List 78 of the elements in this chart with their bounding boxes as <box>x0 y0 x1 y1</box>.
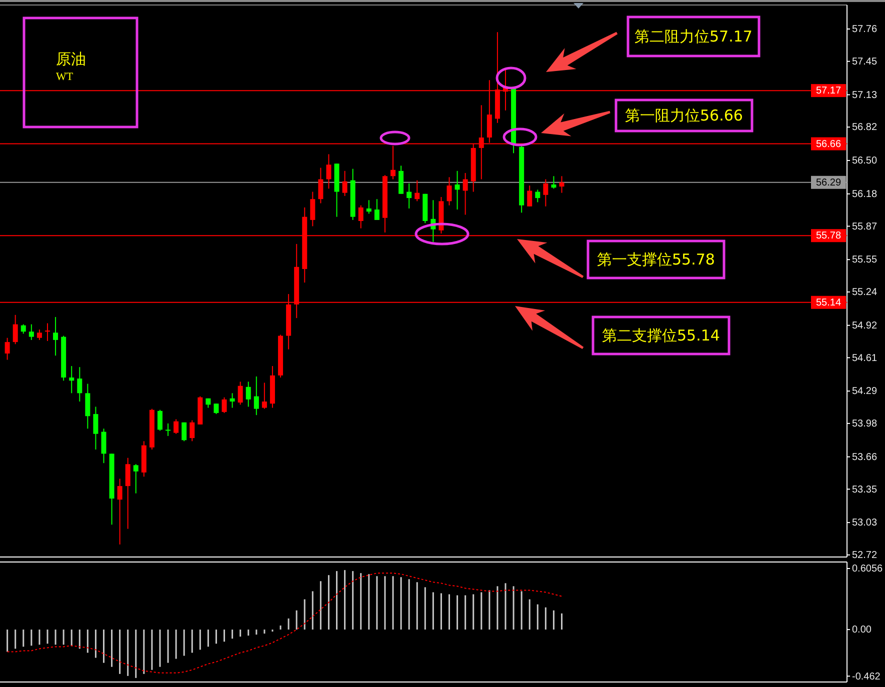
candlestick <box>238 381 243 406</box>
candlestick <box>101 428 106 464</box>
ref-line-label: 56.66 <box>816 138 842 150</box>
y-tick-label: 53.66 <box>852 452 878 463</box>
ref-line-label: 57.17 <box>816 86 842 97</box>
candlestick <box>117 478 122 545</box>
y-tick-label: 56.82 <box>852 122 878 134</box>
candlestick <box>166 422 171 436</box>
candlestick <box>527 185 532 207</box>
candlestick <box>559 176 564 194</box>
candlestick <box>262 382 267 410</box>
candlestick <box>214 403 219 415</box>
ref-line-label: 56.29 <box>816 178 842 189</box>
y-tick-label: 53.35 <box>852 484 878 496</box>
candlestick <box>230 392 235 408</box>
candlestick <box>53 316 58 356</box>
y-tick-label: 57.13 <box>852 90 878 101</box>
candlestick <box>69 366 74 394</box>
candlestick <box>535 189 540 203</box>
y-tick-label: 57.76 <box>852 24 878 36</box>
y-tick-label: 52.72 <box>852 550 878 562</box>
y-tick-label: 0.6056 <box>852 564 884 575</box>
candlestick <box>318 167 324 204</box>
candlestick <box>246 381 251 408</box>
text: WT <box>56 71 74 83</box>
y-tick-label: 53.03 <box>852 518 878 529</box>
annotation: 第二支撑位55.14 <box>602 326 720 345</box>
y-tick-label: 56.50 <box>852 156 878 167</box>
candlestick <box>190 420 195 442</box>
candlestick <box>4 337 10 360</box>
candlestick <box>20 324 26 334</box>
y-tick-label: 0.00 <box>852 624 872 636</box>
ref-line-label: 55.78 <box>816 230 842 242</box>
candlestick <box>133 464 138 494</box>
candlestick <box>12 314 18 345</box>
candlestick <box>157 409 162 432</box>
ref-line-label: 55.14 <box>816 298 842 309</box>
candlestick <box>390 145 396 180</box>
line-series <box>6 572 562 674</box>
candlestick <box>543 178 548 207</box>
candlestick <box>406 182 412 209</box>
y-tick-label: 53.98 <box>852 418 878 430</box>
candlestick <box>366 200 372 214</box>
candlestick <box>254 376 259 416</box>
candlestick <box>28 324 34 340</box>
candlestick <box>36 329 42 340</box>
candlestick <box>551 176 556 190</box>
y-tick-label: 55.87 <box>852 221 878 232</box>
y-tick-label: 55.55 <box>852 254 878 266</box>
candlestick <box>342 170 348 196</box>
candlestick <box>454 170 460 210</box>
candlestick <box>93 406 98 450</box>
candlestick <box>85 383 90 430</box>
candlestick <box>44 322 50 342</box>
candlestick <box>310 191 316 227</box>
candlestick <box>326 154 332 190</box>
candlestick <box>414 180 420 202</box>
candlestick <box>462 172 468 216</box>
y-tick-label: 54.61 <box>852 352 878 364</box>
candlestick <box>398 165 404 194</box>
y-tick-label: 57.45 <box>852 56 878 68</box>
candlestick <box>222 396 227 414</box>
candlestick <box>358 204 364 229</box>
annotation: 第一阻力位56.66 <box>625 106 743 125</box>
y-tick-label: 55.24 <box>852 287 878 298</box>
y-tick-label: -0.462 <box>852 671 881 682</box>
candlestick <box>182 422 187 442</box>
candlestick <box>125 457 130 530</box>
annotation: 第二阻力位57.17 <box>634 28 752 46</box>
candlestick <box>174 418 179 434</box>
candlestick <box>77 366 82 402</box>
candlestick <box>374 198 380 220</box>
y-tick-label: 56.18 <box>852 189 878 200</box>
annotation: 第一支撑位55.78 <box>597 250 715 269</box>
candlestick <box>446 176 452 206</box>
y-tick-label: 54.92 <box>852 320 878 332</box>
text: 原油 <box>56 50 86 68</box>
y-tick-label: 54.29 <box>852 386 878 398</box>
